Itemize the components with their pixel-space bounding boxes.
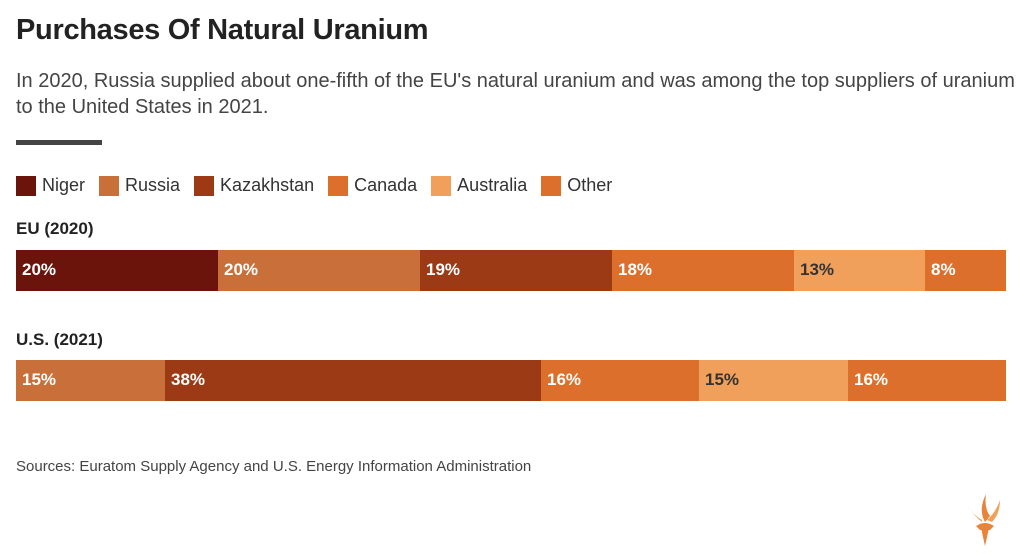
bar-segment-canada: 16%: [541, 360, 699, 401]
row-label-eu: EU (2020): [16, 219, 94, 238]
legend-swatch: [16, 175, 36, 196]
data-label: 8%: [931, 260, 956, 279]
legend-label: Kazakhstan: [220, 175, 315, 195]
data-label: 13%: [800, 260, 835, 279]
legend-item-canada: Canada: [328, 175, 417, 196]
data-label: 15%: [705, 370, 740, 389]
legend-item-australia: Australia: [431, 175, 527, 196]
legend-label: Niger: [42, 175, 86, 195]
legend-item-kazakhstan: Kazakhstan: [194, 175, 314, 196]
bar-segment-russia: 15%: [16, 360, 165, 401]
stacked-bar-eu: 20% 20% 19% 18% 13% 8%: [16, 250, 1006, 291]
legend-label: Other: [567, 175, 613, 195]
bar-segment-australia: 15%: [699, 360, 848, 401]
bar-segment-kazakhstan: 19%: [420, 250, 612, 291]
data-label: 16%: [854, 370, 889, 389]
legend-label: Russia: [125, 175, 181, 195]
title-divider: [16, 140, 102, 145]
bar-segment-niger: 20%: [16, 250, 218, 291]
data-label: 18%: [618, 260, 653, 279]
bar-segment-russia: 20%: [218, 250, 420, 291]
bar-segment-kazakhstan: 38%: [165, 360, 541, 401]
legend-swatch: [541, 175, 562, 196]
chart-title: Purchases Of Natural Uranium: [16, 14, 429, 46]
legend-swatch: [194, 175, 215, 196]
legend-swatch: [99, 175, 120, 196]
flame-logo-icon: [968, 494, 1000, 546]
legend: Niger Russia Kazakhstan Canada Australia Othe…: [16, 175, 626, 196]
bar-segment-other: 16%: [848, 360, 1006, 401]
legend-label: Australia: [457, 175, 528, 195]
chart-subtitle: In 2020, Russia supplied about one-fifth…: [16, 70, 1015, 118]
legend-label: Canada: [354, 175, 418, 195]
legend-item-russia: Russia: [99, 175, 180, 196]
bar-segment-other: 8%: [925, 250, 1006, 291]
source-note: Sources: Euratom Supply Agency and U.S. …: [16, 458, 532, 475]
data-label: 20%: [22, 260, 57, 279]
legend-swatch: [431, 175, 452, 196]
bar-segment-australia: 13%: [794, 250, 925, 291]
legend-item-niger: Niger: [16, 175, 85, 196]
data-label: 15%: [22, 370, 57, 389]
data-label: 16%: [547, 370, 582, 389]
bar-segment-canada: 18%: [612, 250, 794, 291]
legend-item-other: Other: [541, 175, 612, 196]
row-label-us: U.S. (2021): [16, 330, 103, 349]
data-label: 19%: [426, 260, 461, 279]
stacked-bar-us: 15% 38% 16% 15% 16%: [16, 360, 1006, 401]
data-label: 38%: [171, 370, 206, 389]
data-label: 20%: [224, 260, 259, 279]
legend-swatch: [328, 175, 349, 196]
